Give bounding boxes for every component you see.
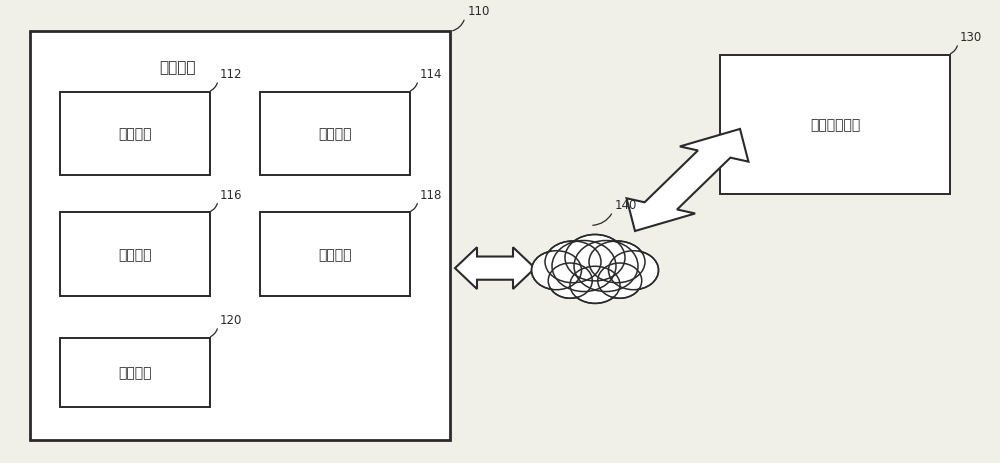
Ellipse shape xyxy=(576,243,636,290)
Ellipse shape xyxy=(565,235,625,281)
Polygon shape xyxy=(455,248,535,289)
Text: 118: 118 xyxy=(420,188,442,201)
Text: 116: 116 xyxy=(220,188,242,201)
Ellipse shape xyxy=(547,243,599,282)
Bar xyxy=(30,32,450,440)
Ellipse shape xyxy=(548,263,592,299)
Ellipse shape xyxy=(599,265,640,297)
Bar xyxy=(720,56,950,194)
Text: 140: 140 xyxy=(615,199,637,212)
Text: 抽取模块: 抽取模块 xyxy=(318,248,352,262)
Text: 计算设备: 计算设备 xyxy=(159,60,195,75)
Ellipse shape xyxy=(550,265,591,297)
Text: 数据存储设备: 数据存储设备 xyxy=(810,118,860,132)
Text: 110: 110 xyxy=(468,5,490,18)
Ellipse shape xyxy=(591,243,643,282)
Ellipse shape xyxy=(567,237,623,280)
Text: 映射模块: 映射模块 xyxy=(318,127,352,141)
Ellipse shape xyxy=(572,268,618,302)
Bar xyxy=(60,338,210,407)
Text: 120: 120 xyxy=(220,313,242,326)
Text: 130: 130 xyxy=(960,31,982,44)
Ellipse shape xyxy=(608,251,658,290)
Ellipse shape xyxy=(554,243,614,290)
Polygon shape xyxy=(627,130,748,232)
Bar xyxy=(260,93,410,176)
Bar xyxy=(60,93,210,176)
Text: 移位模块: 移位模块 xyxy=(118,248,152,262)
Ellipse shape xyxy=(552,241,616,292)
Ellipse shape xyxy=(574,241,638,292)
Ellipse shape xyxy=(570,267,620,304)
Text: 确定模块: 确定模块 xyxy=(118,127,152,141)
Ellipse shape xyxy=(533,253,580,288)
Ellipse shape xyxy=(598,263,642,299)
Ellipse shape xyxy=(545,241,601,283)
Text: 写入模块: 写入模块 xyxy=(118,366,152,380)
Bar xyxy=(60,213,210,296)
Text: 114: 114 xyxy=(420,68,443,81)
Ellipse shape xyxy=(532,251,582,290)
Bar xyxy=(260,213,410,296)
Ellipse shape xyxy=(589,241,645,283)
Text: 112: 112 xyxy=(220,68,242,81)
Ellipse shape xyxy=(610,253,657,288)
